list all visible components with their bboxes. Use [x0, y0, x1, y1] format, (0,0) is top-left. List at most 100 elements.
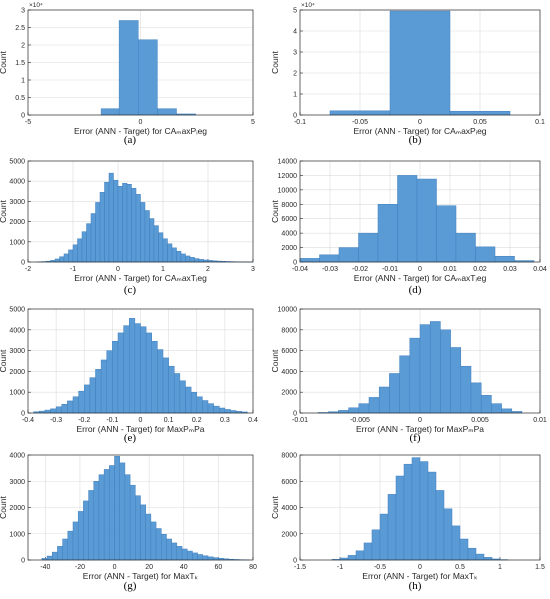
histogram-bar	[348, 407, 360, 414]
x-tick-label: -0.1	[294, 119, 306, 126]
y-tick-label: 6000	[281, 479, 297, 486]
x-axis-label: Error (ANN - Target) for MaxPₘPa	[77, 424, 205, 434]
x-tick-label: 80	[249, 564, 257, 571]
histogram-bar	[57, 546, 63, 561]
histogram-bar	[429, 321, 441, 414]
histogram-bar	[138, 39, 158, 116]
x-axis-label: Error (ANN - Target) for MaxTₖ	[83, 571, 199, 581]
histogram-bar	[98, 474, 105, 561]
y-tick-label: 4000	[281, 231, 297, 238]
y-axis-label: Count	[0, 200, 8, 223]
axes-box	[27, 308, 254, 414]
x-axis-label: Error (ANN - Target) for CAₘaxPᵢeg	[74, 126, 207, 136]
histogram-bar	[50, 408, 57, 414]
histogram-bar	[129, 318, 136, 414]
histogram-bar	[338, 410, 349, 414]
histogram-bar	[459, 538, 469, 561]
histogram-bar	[501, 408, 513, 414]
x-tick-label: 0.5	[455, 564, 465, 571]
x-tick-label: 0.03	[503, 266, 517, 273]
histogram-bar	[403, 463, 413, 561]
y-axis-label: Count	[270, 349, 280, 372]
y-tick-label: 14000	[278, 159, 298, 166]
y-tick-label: 0	[293, 113, 297, 120]
histogram-bar	[103, 469, 110, 561]
histogram-bar	[157, 349, 164, 414]
histogram-bar	[176, 546, 183, 561]
histogram-bar	[338, 247, 359, 263]
panel-label: (b)	[409, 134, 422, 146]
histogram-bar	[72, 521, 79, 561]
y-tick-label: 2	[293, 71, 297, 78]
histogram-bar	[371, 529, 381, 561]
y-tick-label: 4000	[9, 327, 25, 334]
histogram-bar	[409, 337, 421, 414]
y-tick-label: 3	[21, 8, 25, 15]
histogram-bar	[189, 257, 195, 263]
histogram-bar	[411, 457, 421, 561]
histogram-bar	[213, 405, 220, 414]
histogram-bar	[54, 258, 60, 263]
axes-box	[299, 160, 541, 263]
y-tick-label: 5000	[9, 159, 25, 166]
histogram-bar	[162, 238, 168, 263]
y-tick-label: 2.5	[15, 25, 25, 32]
histogram-bar	[480, 395, 492, 414]
x-tick-label: 0.2	[192, 417, 202, 424]
histogram-bar	[135, 495, 141, 561]
histogram-bar	[119, 462, 126, 561]
x-tick-label: -0.5	[374, 564, 386, 571]
histogram-bar	[435, 490, 445, 561]
histogram-bar	[90, 213, 96, 263]
x-tick-label: 0.01	[443, 266, 457, 273]
x-axis-label: Error (ANN - Target) for CAₘaxTᵢeg	[74, 273, 207, 283]
y-tick-label: 1	[293, 92, 297, 99]
histogram-bar	[460, 365, 472, 414]
histogram-bar	[114, 456, 120, 561]
histogram-bar	[72, 396, 79, 414]
x-tick-label: -20	[75, 564, 85, 571]
y-tick-label: 4000	[281, 505, 297, 512]
histogram-bar	[108, 172, 114, 263]
x-tick-label: -0.05	[352, 119, 368, 126]
histogram-bar	[219, 407, 226, 414]
panel-label: (d)	[409, 284, 422, 296]
x-tick-label: -0.2	[78, 417, 90, 424]
y-tick-label: 1000	[9, 531, 25, 538]
y-axis-label: Count	[270, 51, 280, 74]
histogram-bar	[181, 548, 188, 561]
histogram-bar	[46, 555, 53, 561]
histogram-bar	[166, 538, 172, 561]
histogram-bar	[124, 474, 131, 561]
histogram-bar	[483, 557, 493, 561]
y-tick-label: 3	[293, 50, 297, 57]
histogram-bar	[168, 365, 175, 414]
histogram-bar	[363, 542, 373, 561]
y-axis-multiplier: ×10⁴	[29, 2, 43, 9]
x-tick-label: 0.05	[473, 119, 487, 126]
x-axis-label: Error (ANN - Target) for CAₘaxPᵢeg	[353, 126, 486, 136]
histogram-bar	[145, 332, 152, 414]
y-tick-label: 2000	[9, 505, 25, 512]
histogram-bar	[151, 340, 158, 414]
histogram-bar	[451, 525, 461, 561]
y-tick-label: 6000	[281, 216, 297, 223]
histogram-bar	[100, 359, 107, 414]
histogram-bar	[230, 410, 237, 414]
histogram-bar	[162, 357, 169, 414]
histogram-bar	[140, 504, 146, 561]
histogram-bar	[89, 377, 96, 414]
chart-panel-4: 0 2000 4000 6000 8000 10000 12000 14000 -0.04 -0.…	[270, 159, 547, 297]
y-tick-label: 0	[293, 411, 297, 418]
histogram-bar	[387, 494, 397, 561]
y-tick-label: 3000	[9, 348, 25, 355]
histogram-bar	[440, 329, 451, 414]
y-tick-label: 8000	[281, 453, 297, 460]
histogram-bar	[358, 403, 370, 414]
x-tick-label: 0.02	[473, 266, 487, 273]
histogram-bar	[62, 538, 69, 561]
y-axis-multiplier: ×10⁴	[301, 2, 315, 9]
histogram-bar	[427, 471, 437, 561]
x-tick-label: -0.01	[292, 417, 308, 424]
